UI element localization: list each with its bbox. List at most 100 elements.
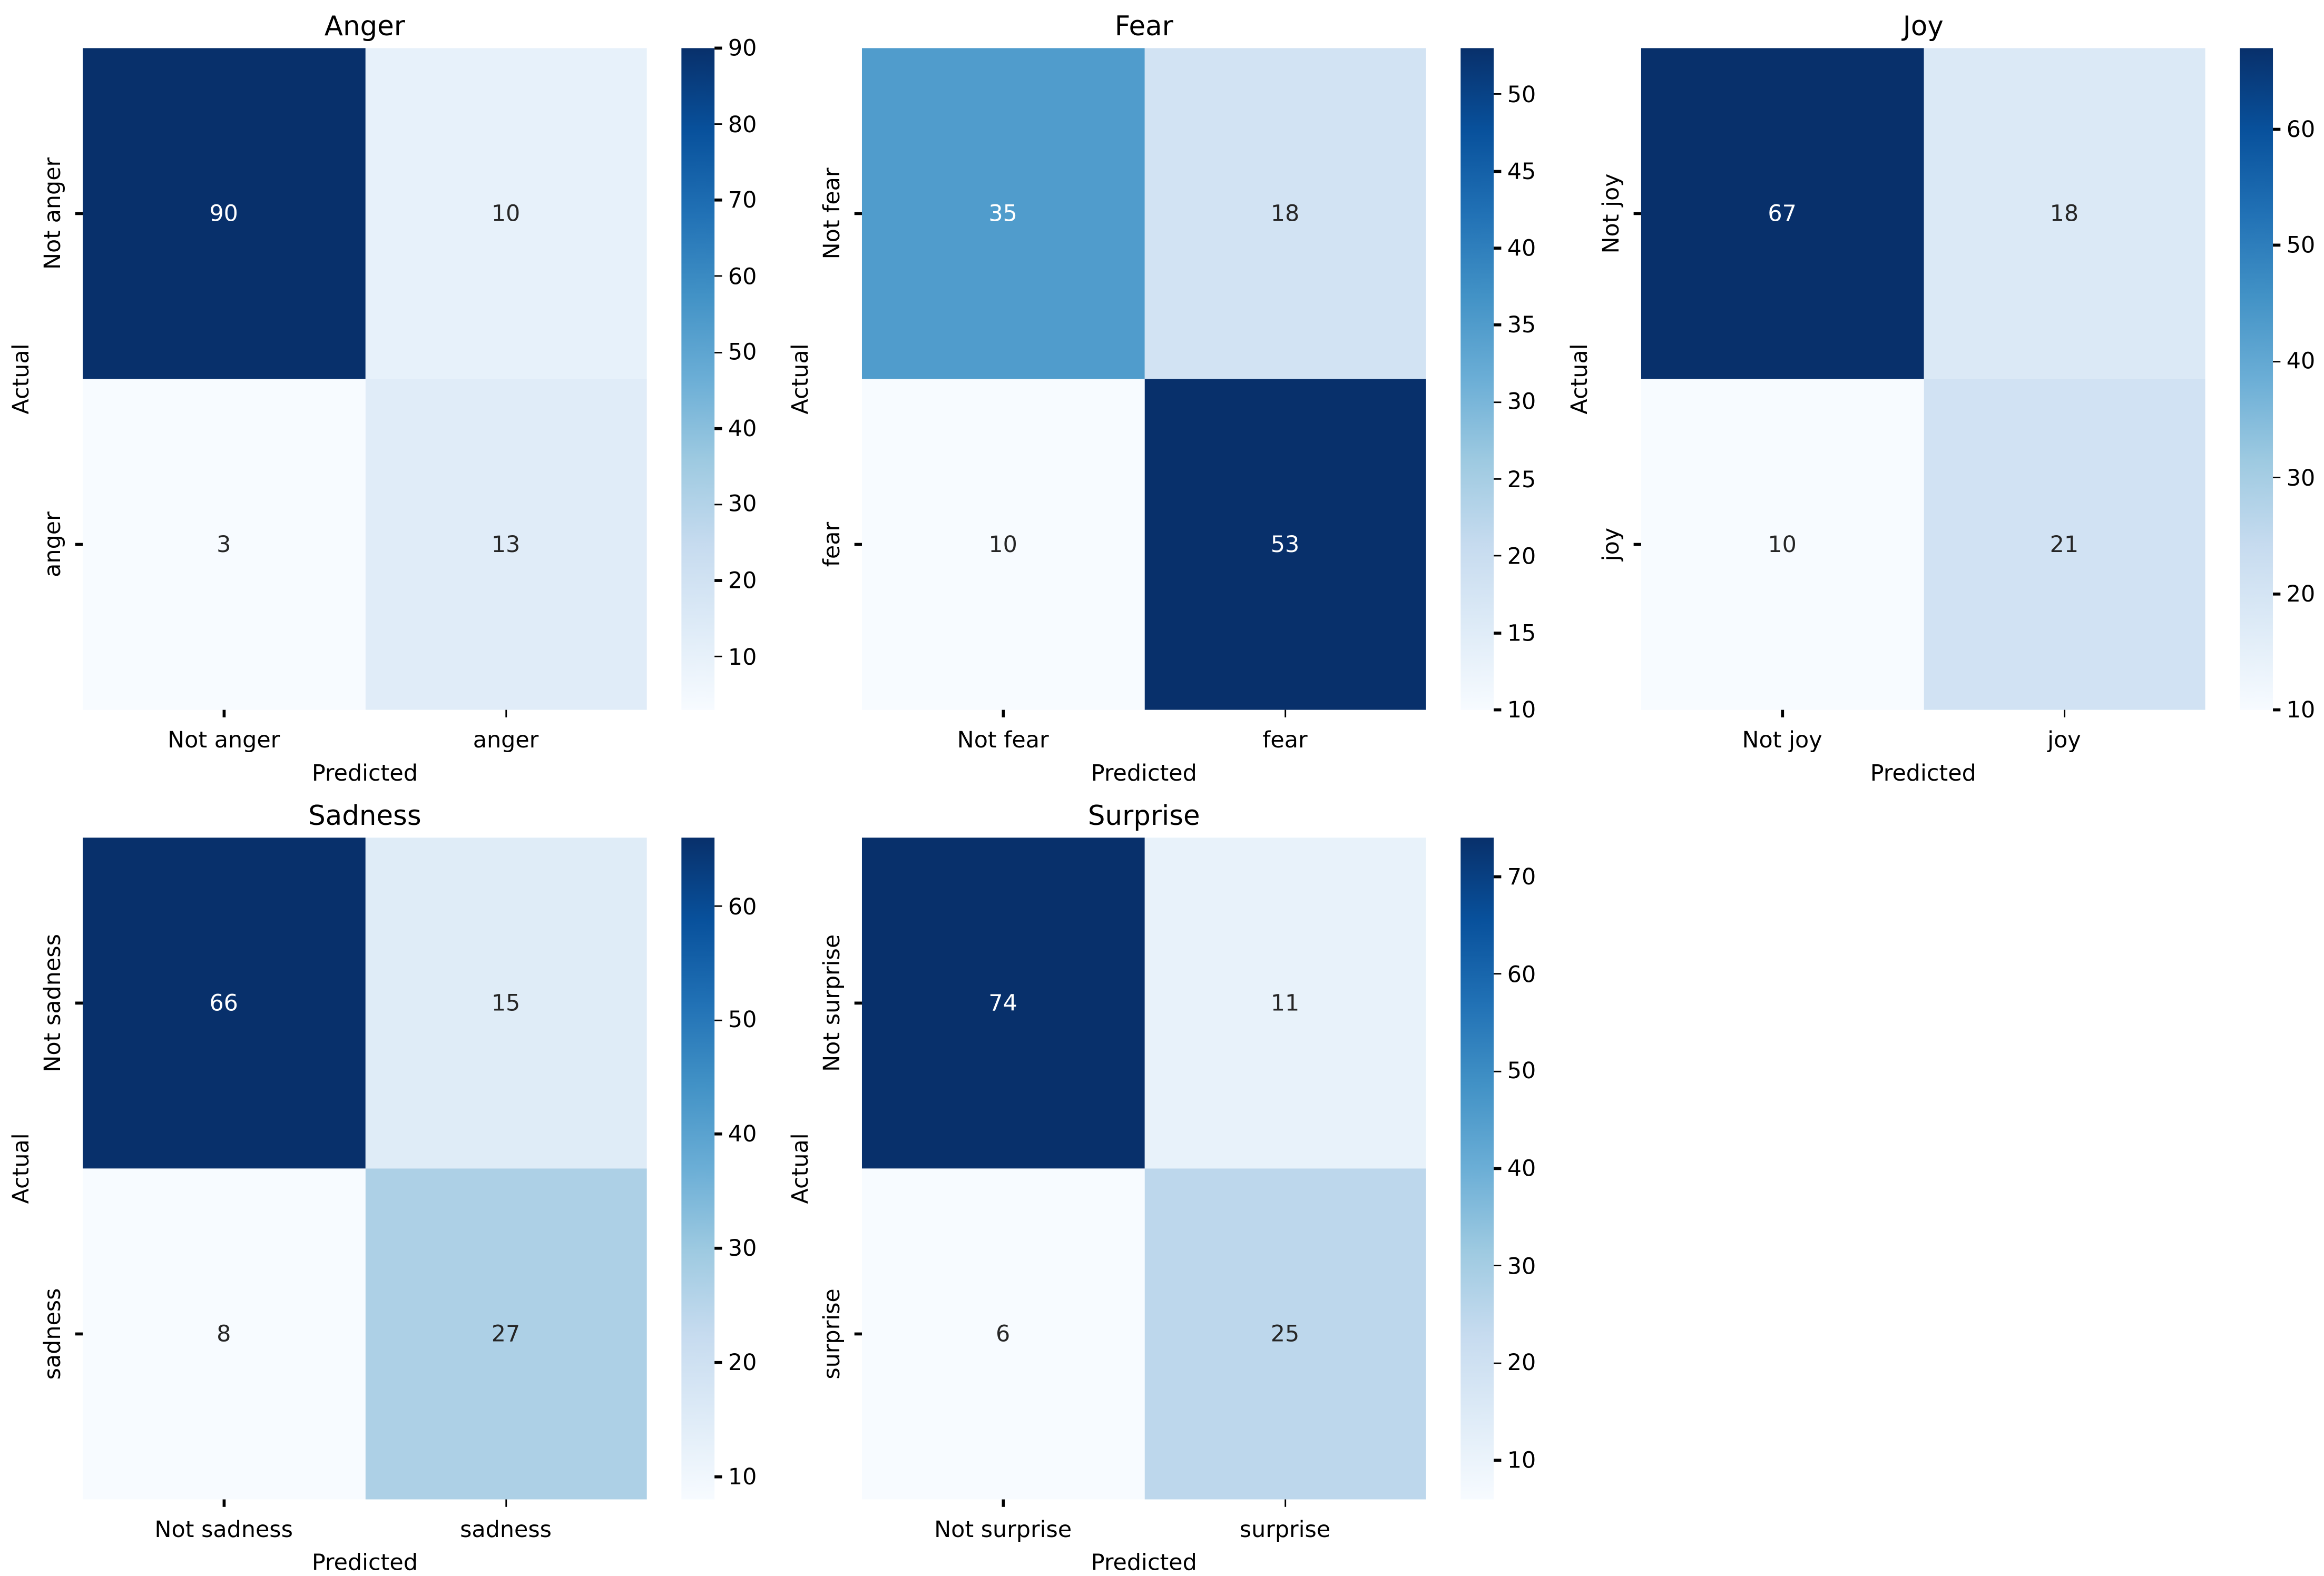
- colorbar-tick-mark: [1494, 478, 1502, 480]
- cell-annotation: 13: [491, 530, 521, 558]
- y-axis-tick-mark: [854, 543, 862, 546]
- heatmap-cell: 53: [1144, 379, 1426, 710]
- colorbar-tick-mark: [1494, 875, 1502, 878]
- colorbar-tick-label: 40: [2286, 348, 2316, 376]
- x-tick-label: fear: [1262, 726, 1308, 754]
- y-axis-label: Actual: [1566, 343, 1593, 415]
- colorbar-tick-label: 25: [1507, 465, 1536, 493]
- heatmap-cell: 67: [1641, 48, 1924, 379]
- colorbar-tick-mark: [2273, 128, 2281, 131]
- heatmap-cell: 13: [365, 379, 647, 710]
- colorbar-tick-mark: [1494, 555, 1502, 557]
- colorbar-tick-mark: [714, 351, 722, 354]
- colorbar-tick-label: 35: [1507, 311, 1536, 339]
- colorbar-tick-mark: [1494, 93, 1502, 96]
- subplot-title: Anger: [324, 11, 405, 43]
- cell-annotation: 74: [988, 989, 1017, 1017]
- heatmap-cell: 35: [861, 48, 1144, 379]
- heatmap-cell: 3: [83, 379, 365, 710]
- colorbar-tick-label: 10: [728, 643, 757, 671]
- colorbar-tick-label: 45: [1507, 157, 1536, 185]
- x-axis-label: Predicted: [1091, 1549, 1197, 1576]
- colorbar-tick-label: 20: [2286, 580, 2316, 607]
- colorbar-tick-mark: [1494, 401, 1502, 403]
- cell-annotation: 67: [1768, 200, 1797, 228]
- y-axis-tick-mark: [1633, 543, 1641, 546]
- colorbar-tick-mark: [2273, 476, 2281, 479]
- colorbar-tick-mark: [1494, 247, 1502, 250]
- x-axis-tick-mark: [2063, 710, 2066, 717]
- colorbar-tick-label: 50: [728, 1007, 757, 1034]
- colorbar-tick-mark: [714, 655, 722, 658]
- cell-annotation: 35: [988, 200, 1017, 228]
- colorbar-tick-mark: [714, 47, 722, 50]
- heatmap-cell: 21: [1923, 379, 2205, 710]
- colorbar-tick-label: 30: [2286, 464, 2316, 491]
- colorbar-tick-mark: [714, 1475, 722, 1478]
- subplot-title: Surprise: [1087, 801, 1200, 833]
- colorbar-tick-label: 30: [1507, 1252, 1536, 1279]
- colorbar-tick-label: 90: [728, 34, 757, 62]
- cell-annotation: 53: [1270, 530, 1300, 558]
- y-tick-label: Not joy: [1597, 173, 1625, 254]
- colorbar-tick-label: 30: [728, 1235, 757, 1262]
- x-tick-label: Not anger: [168, 726, 280, 754]
- y-axis-tick-mark: [75, 1333, 83, 1335]
- colorbar-tick-label: 10: [1507, 1446, 1536, 1474]
- cell-annotation: 18: [2050, 200, 2079, 228]
- colorbar-tick-mark: [1494, 1167, 1502, 1170]
- y-tick-label: Not fear: [818, 168, 846, 260]
- heatmap-cell: 90: [83, 48, 365, 379]
- colorbar-tick-mark: [2273, 244, 2281, 247]
- colorbar-tick-label: 10: [728, 1463, 757, 1490]
- colorbar-tick-mark: [2273, 708, 2281, 711]
- x-axis-label: Predicted: [1870, 759, 1976, 787]
- x-axis-tick-mark: [222, 710, 225, 717]
- colorbar-tick-label: 50: [2286, 232, 2316, 259]
- y-axis-label: Actual: [787, 1133, 814, 1204]
- y-axis-label: Actual: [7, 343, 35, 415]
- cell-annotation: 10: [1768, 530, 1797, 558]
- colorbar-tick-label: 20: [728, 567, 757, 594]
- colorbar-tick-label: 40: [728, 1120, 757, 1148]
- x-axis-tick-mark: [1002, 1499, 1004, 1507]
- y-axis-tick-mark: [75, 212, 83, 215]
- x-axis-tick-mark: [1283, 1499, 1287, 1507]
- y-axis-tick-mark: [1633, 212, 1641, 215]
- colorbar-tick-label: 20: [728, 1348, 757, 1376]
- y-axis-tick-mark: [854, 212, 862, 215]
- cell-annotation: 25: [1270, 1320, 1300, 1348]
- x-tick-label: surprise: [1239, 1515, 1331, 1543]
- heatmap-cell: 8: [83, 1168, 365, 1500]
- x-axis-tick-mark: [1283, 710, 1287, 717]
- colorbar-tick-mark: [714, 1019, 722, 1021]
- x-tick-label: sadness: [460, 1515, 552, 1543]
- colorbar: [1460, 48, 1494, 710]
- colorbar-tick-label: 40: [1507, 234, 1536, 262]
- colorbar-tick-label: 30: [1507, 388, 1536, 416]
- y-axis-label: Actual: [787, 343, 814, 415]
- heatmap-cell: 10: [1641, 379, 1924, 710]
- y-tick-label: surprise: [818, 1288, 846, 1380]
- cell-annotation: 90: [209, 200, 238, 228]
- y-tick-label: anger: [39, 511, 66, 577]
- colorbar-tick-mark: [1494, 1362, 1502, 1365]
- x-tick-label: anger: [473, 726, 539, 754]
- x-axis-tick-mark: [504, 1499, 507, 1507]
- subplot-title: Joy: [1903, 11, 1944, 43]
- colorbar-tick-mark: [1494, 708, 1502, 711]
- colorbar-tick-label: 20: [1507, 1350, 1536, 1377]
- colorbar-tick-label: 60: [2286, 115, 2316, 143]
- colorbar-tick-label: 40: [1507, 1155, 1536, 1183]
- heatmap-cell: 18: [1923, 48, 2205, 379]
- y-tick-label: Not anger: [39, 157, 66, 270]
- colorbar-tick-label: 60: [728, 892, 757, 920]
- cell-annotation: 66: [209, 989, 238, 1017]
- y-tick-label: Not sadness: [39, 934, 66, 1072]
- cell-annotation: 3: [217, 530, 231, 558]
- colorbar: [1460, 838, 1494, 1500]
- colorbar-tick-label: 70: [728, 186, 757, 214]
- cell-annotation: 6: [996, 1320, 1011, 1348]
- colorbar-tick-mark: [1494, 632, 1502, 634]
